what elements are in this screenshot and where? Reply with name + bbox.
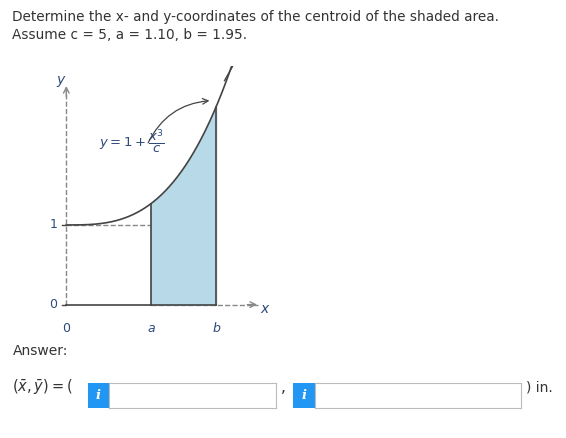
Text: ) in.: ) in. (526, 381, 552, 395)
Text: x: x (260, 302, 269, 316)
Text: $(\bar{x},\bar{y}) = ($: $(\bar{x},\bar{y}) = ($ (12, 378, 73, 397)
Text: ,: , (281, 380, 286, 395)
Text: b: b (212, 322, 220, 335)
Text: y: y (56, 73, 65, 87)
Text: $y = 1 + \dfrac{x^3}{c}$: $y = 1 + \dfrac{x^3}{c}$ (98, 127, 164, 155)
Text: 0: 0 (49, 298, 57, 311)
Text: i: i (302, 389, 306, 402)
Text: i: i (96, 389, 101, 402)
Text: 0: 0 (62, 322, 70, 335)
Text: 1: 1 (49, 219, 57, 231)
Text: a: a (147, 322, 155, 335)
Text: Assume c = 5, a = 1.10, b = 1.95.: Assume c = 5, a = 1.10, b = 1.95. (12, 28, 247, 42)
Text: Answer:: Answer: (12, 344, 68, 358)
Text: Determine the x- and y-coordinates of the centroid of the shaded area.: Determine the x- and y-coordinates of th… (12, 10, 499, 24)
